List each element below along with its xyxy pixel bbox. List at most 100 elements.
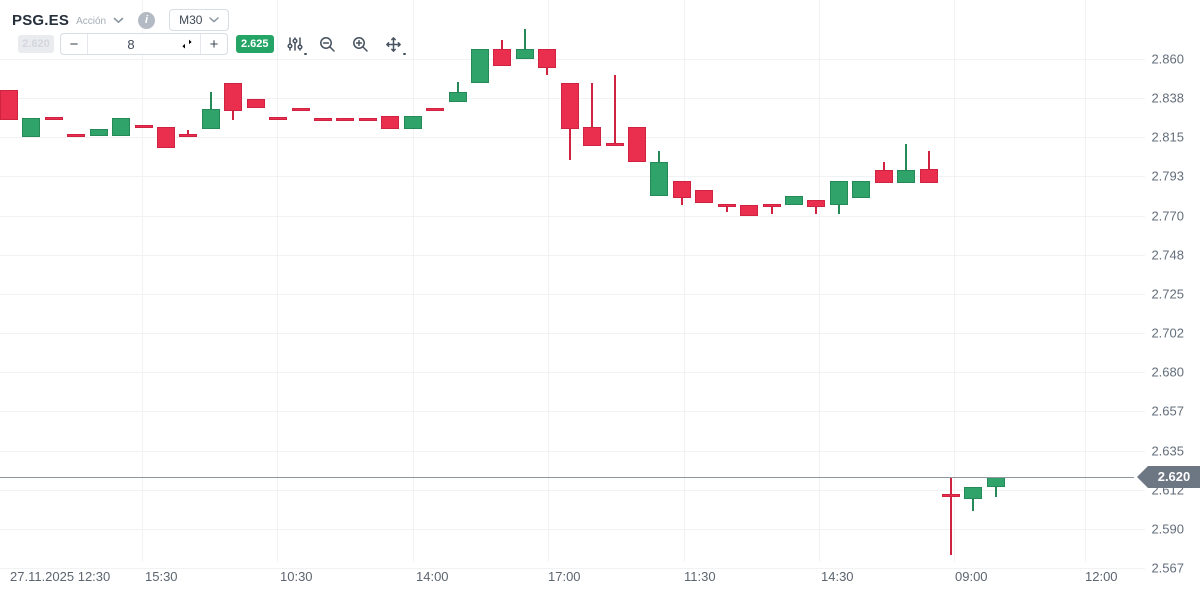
candle bbox=[134, 125, 153, 129]
time-axis-label: 27.11.2025 12:30 bbox=[10, 569, 111, 584]
candle-wick bbox=[770, 205, 773, 214]
candle bbox=[538, 48, 557, 68]
candle-wick bbox=[927, 151, 930, 183]
candle bbox=[44, 116, 63, 120]
candle bbox=[314, 118, 333, 122]
time-axis-label: 09:00 bbox=[955, 569, 988, 584]
v-gridline bbox=[1085, 0, 1086, 562]
candle bbox=[246, 99, 265, 108]
h-gridline bbox=[0, 293, 1145, 295]
v-gridline bbox=[954, 0, 955, 562]
h-gridline bbox=[0, 372, 1145, 374]
chart-tools bbox=[286, 35, 406, 55]
time-axis-label: 14:00 bbox=[416, 569, 449, 584]
candle bbox=[358, 118, 377, 122]
h-gridline bbox=[0, 450, 1145, 452]
candle bbox=[112, 118, 131, 136]
header: PSG.ES Acción i M30 bbox=[12, 9, 230, 31]
quantity-increase-button[interactable]: + bbox=[200, 34, 227, 54]
quantity-stepper: − 8 + bbox=[60, 33, 228, 55]
candle bbox=[919, 168, 938, 183]
candle bbox=[650, 161, 669, 197]
submenu-dot-icon bbox=[403, 52, 406, 55]
pan-icon[interactable] bbox=[385, 35, 406, 55]
candle bbox=[426, 107, 445, 111]
candle bbox=[605, 142, 624, 146]
candle-wick bbox=[994, 476, 997, 498]
h-gridline bbox=[0, 411, 1145, 413]
candle-wick bbox=[613, 74, 616, 145]
time-axis-label: 17:00 bbox=[548, 569, 581, 584]
candle bbox=[515, 48, 534, 59]
candle bbox=[67, 134, 86, 138]
h-gridline bbox=[0, 137, 1145, 139]
candle-wick bbox=[972, 487, 975, 512]
timeframe-select[interactable]: M30 bbox=[169, 9, 230, 31]
chevron-down-icon bbox=[209, 17, 220, 23]
info-icon[interactable]: i bbox=[138, 11, 156, 29]
symbol-dropdown-button[interactable] bbox=[113, 17, 124, 24]
candle bbox=[560, 83, 579, 129]
candle-wick bbox=[523, 29, 526, 59]
candle bbox=[403, 116, 422, 129]
buy-price-button[interactable]: 2.625 bbox=[236, 35, 274, 53]
candle bbox=[717, 203, 736, 207]
candle bbox=[964, 487, 983, 500]
time-axis-label: 15:30 bbox=[145, 569, 178, 584]
v-gridline bbox=[277, 0, 278, 562]
candle bbox=[986, 476, 1005, 488]
symbol-name: PSG.ES bbox=[12, 11, 70, 29]
zoom-in-icon[interactable] bbox=[352, 35, 370, 53]
candle-wick bbox=[187, 130, 190, 136]
candle bbox=[381, 116, 400, 129]
price-tag-value: 2.620 bbox=[1157, 469, 1191, 485]
quantity-value[interactable]: 8 bbox=[127, 36, 135, 52]
v-gridline bbox=[819, 0, 820, 562]
h-gridline bbox=[0, 176, 1145, 178]
candle bbox=[897, 170, 916, 183]
price-axis-label: 2.725 bbox=[1151, 286, 1184, 302]
h-gridline bbox=[0, 59, 1145, 60]
candle-wick bbox=[725, 205, 728, 213]
sell-price-button[interactable]: 2.620 bbox=[18, 35, 54, 53]
candle bbox=[874, 170, 893, 183]
refresh-icon[interactable] bbox=[174, 34, 200, 54]
candle bbox=[829, 180, 848, 206]
candle bbox=[493, 48, 512, 66]
price-axis-label: 2.793 bbox=[1151, 168, 1184, 184]
candle bbox=[0, 90, 18, 120]
candle bbox=[471, 48, 490, 84]
price-tag-arrow-icon bbox=[1137, 465, 1148, 488]
quantity-decrease-button[interactable]: − bbox=[61, 34, 88, 54]
h-gridline bbox=[0, 489, 1145, 491]
price-axis-label: 2.815 bbox=[1151, 129, 1184, 145]
candle bbox=[583, 126, 602, 146]
price-axis-label: 2.748 bbox=[1151, 247, 1184, 263]
candle bbox=[157, 126, 175, 148]
h-gridline bbox=[0, 528, 1145, 530]
candle bbox=[785, 196, 804, 206]
v-gridline bbox=[548, 0, 549, 562]
price-axis-label: 2.680 bbox=[1151, 364, 1184, 380]
h-gridline bbox=[0, 215, 1145, 217]
zoom-out-icon[interactable] bbox=[319, 35, 337, 53]
candle bbox=[201, 109, 220, 129]
indicators-icon[interactable] bbox=[286, 35, 307, 55]
candle bbox=[179, 134, 198, 138]
time-axis-label: 14:30 bbox=[821, 569, 854, 584]
candle bbox=[448, 92, 467, 103]
price-axis-label: 2.838 bbox=[1151, 90, 1184, 106]
candle-wick bbox=[815, 199, 818, 214]
current-price-line bbox=[0, 476, 1134, 478]
candle bbox=[336, 118, 355, 122]
time-axis-label: 11:30 bbox=[684, 569, 716, 584]
candle bbox=[672, 180, 691, 199]
candle-wick bbox=[905, 144, 908, 183]
timeframe-value: M30 bbox=[179, 13, 203, 27]
v-gridline bbox=[413, 0, 414, 562]
instrument-type-label: Acción bbox=[76, 15, 107, 27]
candle bbox=[852, 180, 871, 199]
candle bbox=[22, 118, 41, 138]
h-gridline bbox=[0, 567, 1145, 569]
